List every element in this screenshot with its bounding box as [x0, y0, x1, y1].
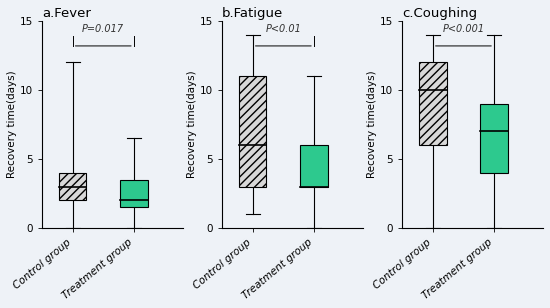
Bar	[239, 76, 267, 187]
Y-axis label: Recovery time(days): Recovery time(days)	[7, 71, 17, 178]
Text: a.Fever: a.Fever	[42, 7, 91, 20]
Text: P<0.001: P<0.001	[442, 24, 485, 34]
Bar	[59, 173, 86, 201]
Text: P<0.01: P<0.01	[266, 24, 301, 34]
Text: b.Fatigue: b.Fatigue	[222, 7, 283, 20]
Bar	[419, 63, 447, 145]
Y-axis label: Recovery time(days): Recovery time(days)	[187, 71, 197, 178]
Bar	[480, 104, 508, 173]
Text: P=0.017: P=0.017	[82, 24, 124, 34]
Y-axis label: Recovery time(days): Recovery time(days)	[367, 71, 377, 178]
Bar	[300, 145, 328, 187]
Bar	[120, 180, 147, 207]
Text: c.Coughing: c.Coughing	[402, 7, 477, 20]
